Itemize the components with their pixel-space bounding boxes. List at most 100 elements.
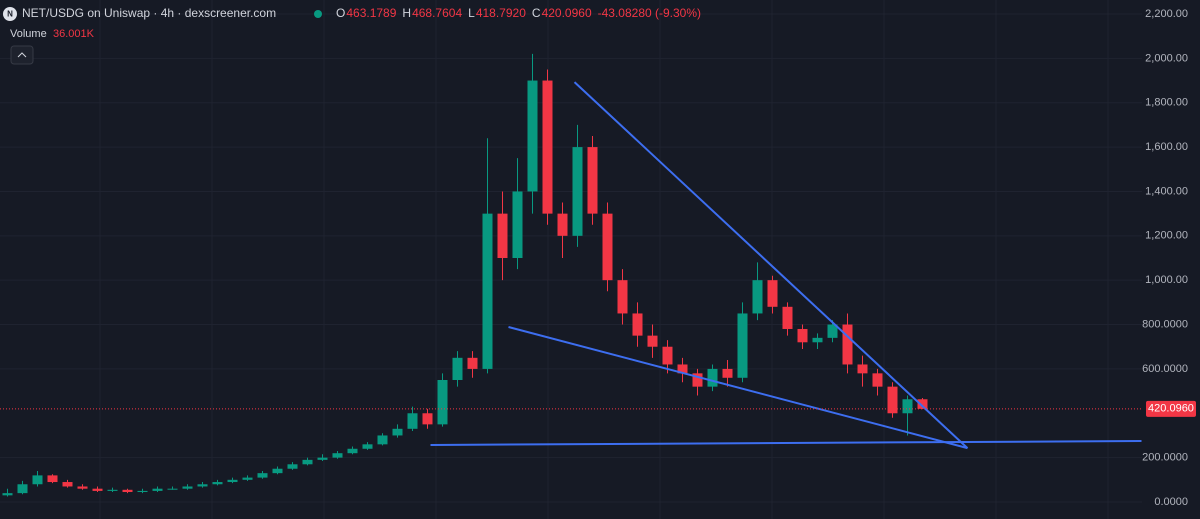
candle-body [62, 482, 73, 487]
candle-body [617, 280, 628, 314]
candle-body [437, 380, 448, 425]
y-tick-label: 1,800.00 [1145, 97, 1188, 109]
candle-body [317, 457, 328, 460]
candle-body [632, 313, 643, 336]
candle-body [92, 488, 103, 491]
candle-body [17, 484, 28, 494]
legend-key: O [336, 6, 345, 20]
candle-body [887, 386, 898, 414]
candle-body [722, 368, 733, 378]
last-price-label: 420.0960 [1148, 403, 1194, 415]
candle-body [242, 477, 253, 480]
candle-body [32, 475, 43, 485]
legend-value: 468.7604 [412, 6, 462, 20]
y-tick-label: 2,200.00 [1145, 8, 1188, 20]
candle-body [347, 448, 358, 454]
trendline [573, 81, 969, 449]
candle-body [842, 324, 853, 365]
candle-body [77, 486, 88, 489]
trendline [430, 440, 1142, 446]
candle-body [647, 335, 658, 347]
y-tick-label: 200.0000 [1142, 452, 1188, 464]
candle-body [767, 280, 778, 307]
candle-body [812, 337, 823, 343]
candle-body [707, 368, 718, 387]
legend-value: 463.1789 [346, 6, 396, 20]
candle-body [497, 213, 508, 258]
candle-body [737, 313, 748, 378]
candle-body [287, 464, 298, 469]
candle-body [377, 435, 388, 445]
candle-body [677, 364, 688, 374]
candle-body [122, 489, 133, 493]
trendline [508, 326, 968, 450]
plot [2, 53, 1142, 497]
chart-title: NET/USDG on Uniswap · 4h · dexscreener.c… [22, 6, 276, 20]
y-tick-label: 800.0000 [1142, 318, 1188, 330]
candle-body [782, 306, 793, 329]
volume-label: Volume [10, 28, 47, 40]
y-tick-label: 600.0000 [1142, 363, 1188, 375]
y-tick-label: 1,600.00 [1145, 141, 1188, 153]
candle-body [137, 490, 148, 493]
candle-body [797, 328, 808, 343]
candle-body [212, 482, 223, 485]
candle-body [407, 413, 418, 429]
candle-body [572, 147, 583, 236]
collapse-button-box[interactable] [10, 45, 34, 65]
candle-body [227, 479, 238, 483]
candle-body [452, 357, 463, 380]
candle-body [167, 488, 178, 490]
candle-body [752, 280, 763, 314]
y-tick-label: 2,000.00 [1145, 52, 1188, 64]
candle-body [857, 364, 868, 374]
candle-body [302, 459, 313, 465]
candle-body [587, 147, 598, 214]
grid [0, 0, 1142, 519]
candle-body [152, 488, 163, 491]
y-tick-label: 1,000.00 [1145, 274, 1188, 286]
candle-body [257, 473, 268, 478]
candle-body [827, 324, 838, 338]
candle-body [917, 399, 928, 409]
legend-value: 418.7920 [476, 6, 526, 20]
y-tick-label: 1,200.00 [1145, 230, 1188, 242]
logo-letter: N [7, 10, 13, 19]
candle-body [197, 484, 208, 487]
legend-key: L [468, 6, 475, 20]
candle-body [902, 399, 913, 414]
candle-body [392, 428, 403, 436]
status-dot [314, 10, 322, 18]
candle-body [47, 475, 58, 483]
candle-body [467, 357, 478, 369]
candle-body [2, 493, 13, 496]
last-price-box [1146, 400, 1196, 417]
candle-body [422, 413, 433, 425]
candle-body [332, 453, 343, 458]
candle-body [557, 213, 568, 236]
candle-body [182, 486, 193, 489]
volume-value: 36.001K [53, 28, 95, 40]
legend-value: 420.0960 [542, 6, 592, 20]
candle-body [272, 468, 283, 474]
y-tick-label: 1,400.00 [1145, 185, 1188, 197]
candle-body [512, 191, 523, 258]
logo [3, 7, 17, 21]
collapse-button[interactable] [10, 45, 34, 65]
candle-body [602, 213, 613, 281]
candle-body [542, 80, 553, 214]
legend-change: -43.08280 (-9.30%) [598, 6, 701, 20]
candle-body [362, 444, 373, 449]
legend-key: H [402, 6, 411, 20]
collapse-icon[interactable] [17, 52, 27, 58]
candle-body [662, 346, 673, 365]
candle-body [527, 80, 538, 192]
candle-body [692, 373, 703, 387]
legend-key: C [532, 6, 541, 20]
candle-body [872, 373, 883, 387]
y-tick-label: 0.0000 [1154, 496, 1188, 508]
candle-body [482, 213, 493, 369]
candle-body [107, 489, 118, 491]
